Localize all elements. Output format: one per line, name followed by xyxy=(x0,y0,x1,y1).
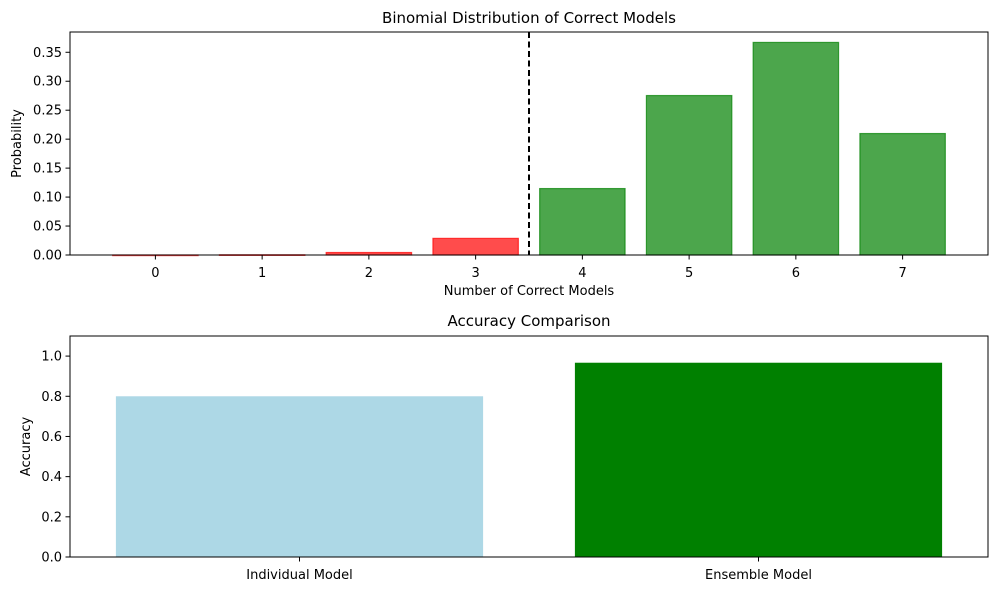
chart2-y-tick-label-1: 0.2 xyxy=(41,510,62,525)
chart1-bar-6 xyxy=(752,41,840,256)
chart1-x-tick-label-2: 2 xyxy=(365,266,373,281)
chart2-bar-0 xyxy=(115,396,484,557)
chart1-x-tick-label-4: 4 xyxy=(578,266,586,281)
chart2-y-tick-label-3: 0.6 xyxy=(41,430,62,445)
binomial-chart: Binomial Distribution of Correct Models … xyxy=(10,9,989,299)
chart1-bar-4 xyxy=(539,187,626,256)
chart1-y-axis: 0.00 0.05 0.10 0.15 0.20 0.25 0.30 0.35 xyxy=(33,46,70,264)
chart2-y-axis-label: Accuracy xyxy=(19,417,34,477)
chart1-x-tick-label-7: 7 xyxy=(898,266,906,281)
chart2-x-tick-label-1: Ensemble Model xyxy=(705,568,812,583)
chart1-x-tick-label-1: 1 xyxy=(258,266,266,281)
chart2-x-axis: Individual Model Ensemble Model xyxy=(246,557,812,583)
chart1-plot-frame xyxy=(69,31,989,256)
chart1-y-axis-label: Probability xyxy=(10,109,25,178)
chart2-bars xyxy=(115,362,943,557)
accuracy-chart: Accuracy Comparison Individual Model Ense… xyxy=(19,312,989,583)
chart1-y-tick-label-1: 0.05 xyxy=(33,220,62,235)
chart2-x-tick-label-0: Individual Model xyxy=(246,568,352,583)
chart1-x-tick-label-3: 3 xyxy=(471,266,479,281)
chart1-x-axis: 0 1 2 3 4 5 6 7 xyxy=(151,255,907,281)
chart2-plot-frame xyxy=(69,335,989,558)
chart1-y-tick-label-6: 0.30 xyxy=(33,75,62,90)
chart1-y-tick-label-3: 0.15 xyxy=(33,162,62,177)
chart1-x-tick-label-0: 0 xyxy=(151,266,159,281)
chart1-x-axis-label: Number of Correct Models xyxy=(444,284,615,299)
chart1-x-tick-label-5: 5 xyxy=(685,266,693,281)
chart1-bar-7 xyxy=(859,132,946,256)
chart1-y-tick-label-2: 0.10 xyxy=(33,191,62,206)
chart1-title: Binomial Distribution of Correct Models xyxy=(382,9,676,27)
chart1-x-tick-label-6: 6 xyxy=(792,266,800,281)
chart2-bar-1 xyxy=(574,362,943,557)
chart1-y-tick-label-5: 0.25 xyxy=(33,104,62,119)
chart2-y-axis: 0.0 0.2 0.4 0.6 0.8 1.0 xyxy=(41,350,70,566)
chart2-y-tick-label-4: 0.8 xyxy=(41,390,62,405)
chart1-bars xyxy=(112,41,946,257)
chart1-bar-3 xyxy=(432,237,519,256)
chart1-y-tick-label-7: 0.35 xyxy=(33,46,62,61)
chart2-y-tick-label-5: 1.0 xyxy=(41,350,62,365)
chart2-title: Accuracy Comparison xyxy=(447,312,610,330)
chart1-bar-5 xyxy=(645,94,733,256)
chart1-y-tick-label-4: 0.20 xyxy=(33,133,62,148)
chart2-y-tick-label-2: 0.4 xyxy=(41,470,62,485)
chart1-y-tick-label-0: 0.00 xyxy=(33,249,62,264)
chart2-y-tick-label-0: 0.0 xyxy=(41,551,62,566)
